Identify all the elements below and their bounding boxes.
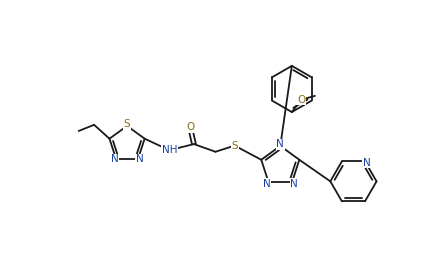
Text: O: O [297,95,305,105]
Text: S: S [124,119,131,129]
Text: N: N [291,179,298,189]
Text: S: S [232,141,238,151]
Text: N: N [263,179,271,189]
Text: N: N [276,139,284,150]
Text: NH: NH [161,145,177,155]
Text: N: N [363,158,371,168]
Text: N: N [111,154,118,164]
Text: N: N [135,154,143,164]
Text: O: O [186,122,194,132]
